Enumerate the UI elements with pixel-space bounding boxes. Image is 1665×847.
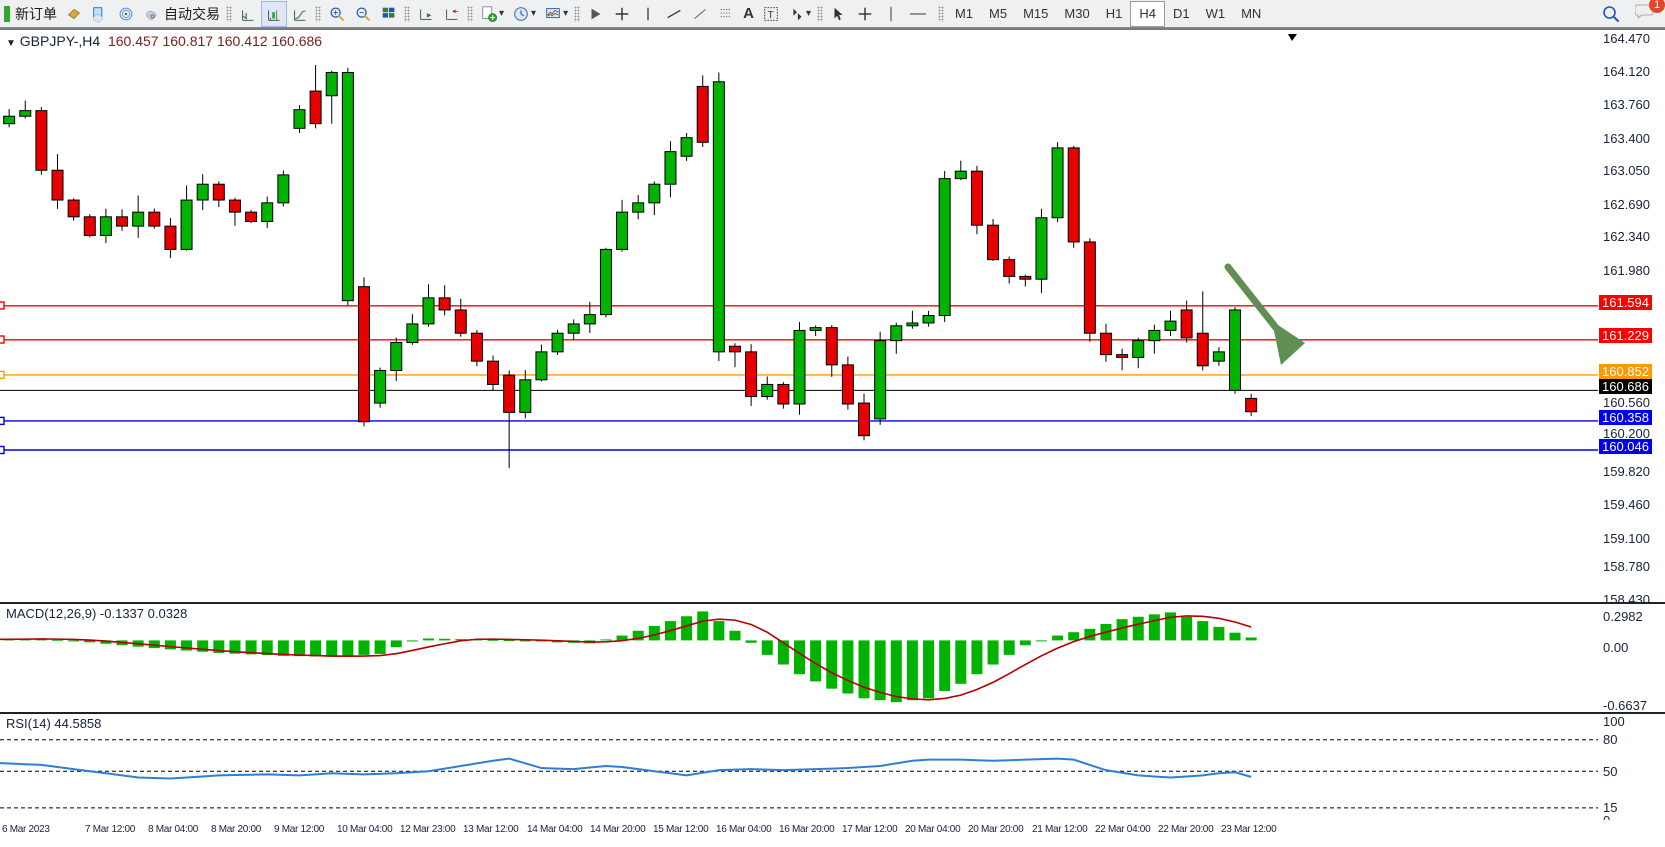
- svg-text:T: T: [768, 10, 774, 21]
